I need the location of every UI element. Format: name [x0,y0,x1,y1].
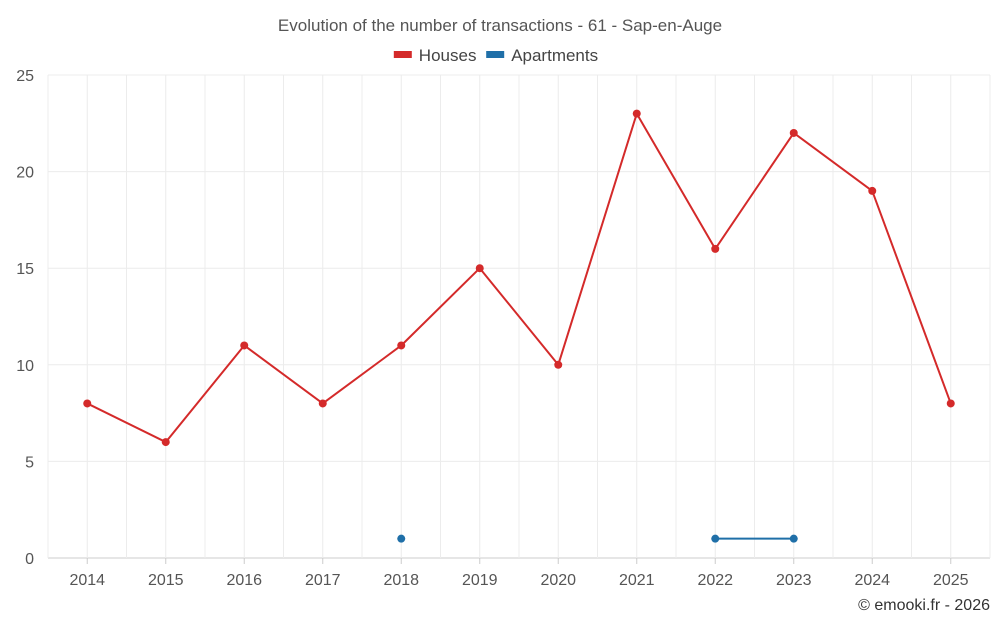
data-point[interactable] [397,534,406,543]
x-axis: 2014 2015 2016 2017 2018 2019 2020 2021 2022 2023… [69,558,969,589]
y-tick-label: 0 [25,551,34,568]
x-tick-label: 2020 [540,572,576,589]
y-tick-label: 10 [16,358,34,375]
data-point[interactable] [554,360,563,369]
y-tick-label: 20 [16,165,34,182]
series-line [86,112,952,444]
series-apartments [397,534,798,543]
x-tick-label: 2025 [933,572,969,589]
y-tick-label: 15 [16,261,34,278]
legend-item-houses[interactable]: Houses [393,46,477,65]
legend-label: Houses [419,46,477,65]
data-point[interactable] [868,186,877,195]
data-point[interactable] [789,534,798,543]
data-point[interactable] [632,109,641,118]
chart-title: Evolution of the number of transactions … [278,16,722,35]
data-point[interactable] [240,341,249,350]
y-tick-label: 5 [25,454,34,471]
x-tick-label: 2015 [148,572,184,589]
legend-item-apartments[interactable]: Apartments [486,46,598,65]
series-group [83,109,955,543]
legend-swatch [393,51,412,58]
x-tick-label: 2019 [462,572,498,589]
x-tick-label: 2018 [383,572,419,589]
x-tick-label: 2017 [305,572,341,589]
x-tick-label: 2014 [69,572,105,589]
x-tick-label: 2023 [776,572,812,589]
data-point[interactable] [475,264,484,273]
credit-text: © emooki.fr - 2026 [858,597,990,614]
series-houses [83,109,955,447]
data-point[interactable] [397,341,406,350]
data-point[interactable] [318,399,327,408]
y-axis: 0 5 10 15 20 25 [16,68,34,568]
x-tick-label: 2021 [619,572,655,589]
data-point[interactable] [83,399,92,408]
legend-label: Apartments [511,46,598,65]
x-tick-label: 2016 [226,572,262,589]
data-point[interactable] [946,399,955,408]
x-tick-label: 2024 [854,572,890,589]
data-point[interactable] [711,244,720,253]
legend: Houses Apartments [393,46,598,65]
y-tick-label: 25 [16,68,34,85]
x-tick-label: 2022 [697,572,733,589]
data-point[interactable] [789,128,798,137]
legend-swatch [486,51,505,58]
data-point[interactable] [711,534,720,543]
data-point[interactable] [161,438,170,447]
